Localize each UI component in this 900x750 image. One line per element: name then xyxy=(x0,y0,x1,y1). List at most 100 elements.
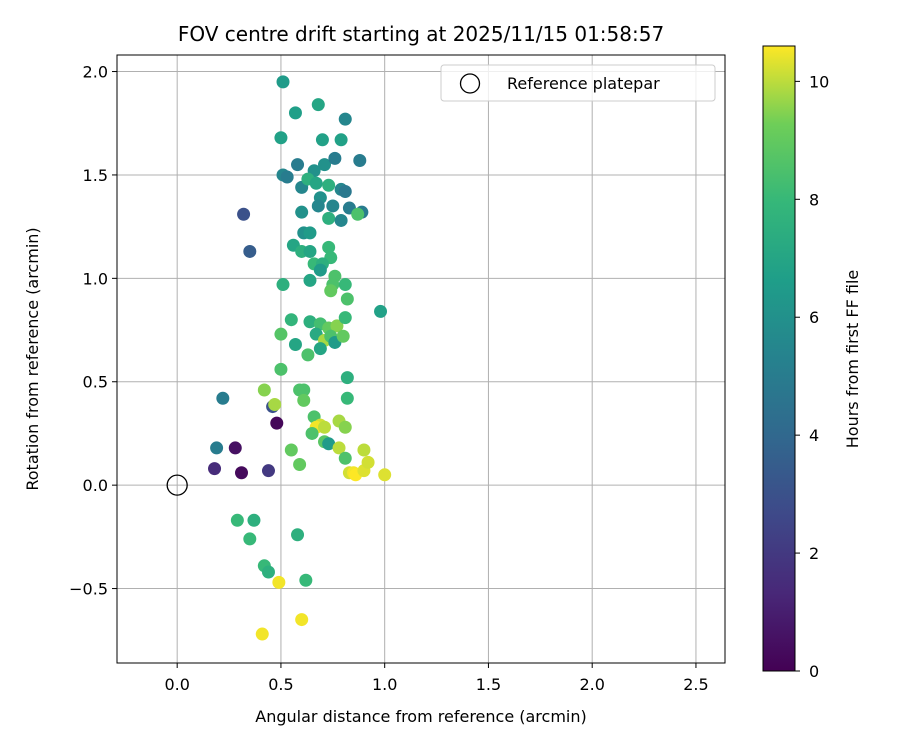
data-point xyxy=(338,278,352,292)
colorbar-ticks: 0 2 4 6 8 10 xyxy=(795,72,829,681)
data-point xyxy=(235,466,249,480)
data-point xyxy=(378,468,392,482)
data-point xyxy=(268,397,282,411)
data-point xyxy=(243,244,257,258)
data-point xyxy=(276,278,290,292)
colorbar-tick-label: 4 xyxy=(809,426,819,445)
data-point xyxy=(274,362,288,376)
y-tick-label: −0.5 xyxy=(69,580,108,599)
x-tick-label: 0.0 xyxy=(164,675,189,694)
data-point xyxy=(336,329,350,343)
y-tick-label: 1.0 xyxy=(83,269,108,288)
chart-title: FOV centre drift starting at 2025/11/15 … xyxy=(178,22,664,46)
data-point xyxy=(261,565,275,579)
data-point xyxy=(338,311,352,325)
data-point xyxy=(261,464,275,478)
data-point xyxy=(318,158,332,172)
data-point xyxy=(255,627,269,641)
data-point xyxy=(237,207,251,221)
data-point xyxy=(322,437,336,451)
y-axis-ticks: −0.5 0.0 0.5 1.0 1.5 2.0 xyxy=(69,63,117,599)
data-point xyxy=(291,528,305,542)
reference-marker xyxy=(166,474,188,496)
data-point xyxy=(315,133,329,147)
data-point xyxy=(334,213,348,227)
data-point xyxy=(357,443,371,457)
data-point xyxy=(311,199,325,213)
data-point xyxy=(313,263,327,277)
data-point xyxy=(330,319,344,333)
x-tick-label: 1.0 xyxy=(372,675,397,694)
x-axis-ticks: 0.0 0.5 1.0 1.5 2.0 2.5 xyxy=(164,663,709,694)
data-point xyxy=(322,178,336,192)
data-point xyxy=(374,304,388,318)
data-point xyxy=(301,348,315,362)
data-point xyxy=(303,273,317,287)
colorbar-tick-label: 2 xyxy=(809,544,819,563)
data-point xyxy=(340,292,354,306)
data-point xyxy=(303,244,317,258)
data-point xyxy=(351,207,365,221)
data-point xyxy=(210,441,224,455)
y-tick-label: 1.5 xyxy=(83,166,108,185)
y-axis-label: Rotation from reference (arcmin) xyxy=(23,227,42,490)
colorbar-tick-label: 6 xyxy=(809,308,819,327)
data-point xyxy=(299,573,313,587)
y-tick-label: 0.5 xyxy=(83,373,108,392)
colorbar-tick-label: 8 xyxy=(809,190,819,209)
data-point xyxy=(311,98,325,112)
data-point xyxy=(208,462,222,476)
x-tick-label: 2.0 xyxy=(579,675,604,694)
data-point xyxy=(303,315,317,329)
y-tick-label: 2.0 xyxy=(83,63,108,82)
x-tick-label: 0.5 xyxy=(268,675,293,694)
colorbar-gradient xyxy=(762,45,796,672)
legend-marker xyxy=(459,73,481,94)
data-point xyxy=(322,211,336,225)
data-point xyxy=(338,451,352,465)
reference-point xyxy=(166,474,188,496)
x-tick-label: 2.5 xyxy=(683,675,708,694)
y-tick-label: 0.0 xyxy=(83,476,108,495)
data-point xyxy=(272,575,286,589)
data-point xyxy=(274,327,288,341)
data-point xyxy=(247,513,261,527)
data-point xyxy=(295,613,309,627)
data-point xyxy=(334,133,348,147)
data-point xyxy=(332,441,346,455)
colorbar: 0 2 4 6 8 10 Hours from first FF file xyxy=(762,45,862,681)
data-point xyxy=(318,420,332,434)
data-point xyxy=(338,112,352,126)
data-point xyxy=(322,240,336,254)
data-point xyxy=(216,391,230,405)
data-point xyxy=(284,443,298,457)
data-point xyxy=(288,338,302,352)
data-point xyxy=(340,371,354,385)
data-point xyxy=(328,151,342,165)
data-point xyxy=(313,342,327,356)
data-point xyxy=(338,420,352,434)
legend: Reference platepar xyxy=(440,64,716,102)
grid xyxy=(117,55,725,663)
data-point xyxy=(293,457,307,471)
legend-box xyxy=(440,64,716,102)
data-point xyxy=(305,426,319,440)
plot-frame xyxy=(116,54,726,664)
colorbar-label: Hours from first FF file xyxy=(843,270,862,449)
data-point xyxy=(288,106,302,120)
data-point xyxy=(297,383,311,397)
data-point xyxy=(338,184,352,198)
data-point xyxy=(243,532,257,546)
legend-label: Reference platepar xyxy=(507,74,660,93)
data-point xyxy=(353,153,367,167)
data-point xyxy=(309,176,323,190)
data-point xyxy=(280,170,294,184)
colorbar-tick-label: 0 xyxy=(809,662,819,681)
data-point xyxy=(324,284,338,298)
data-point xyxy=(326,199,340,213)
x-tick-label: 1.5 xyxy=(476,675,501,694)
data-point xyxy=(274,131,288,145)
data-points xyxy=(208,75,392,641)
x-axis-label: Angular distance from reference (arcmin) xyxy=(255,707,586,726)
